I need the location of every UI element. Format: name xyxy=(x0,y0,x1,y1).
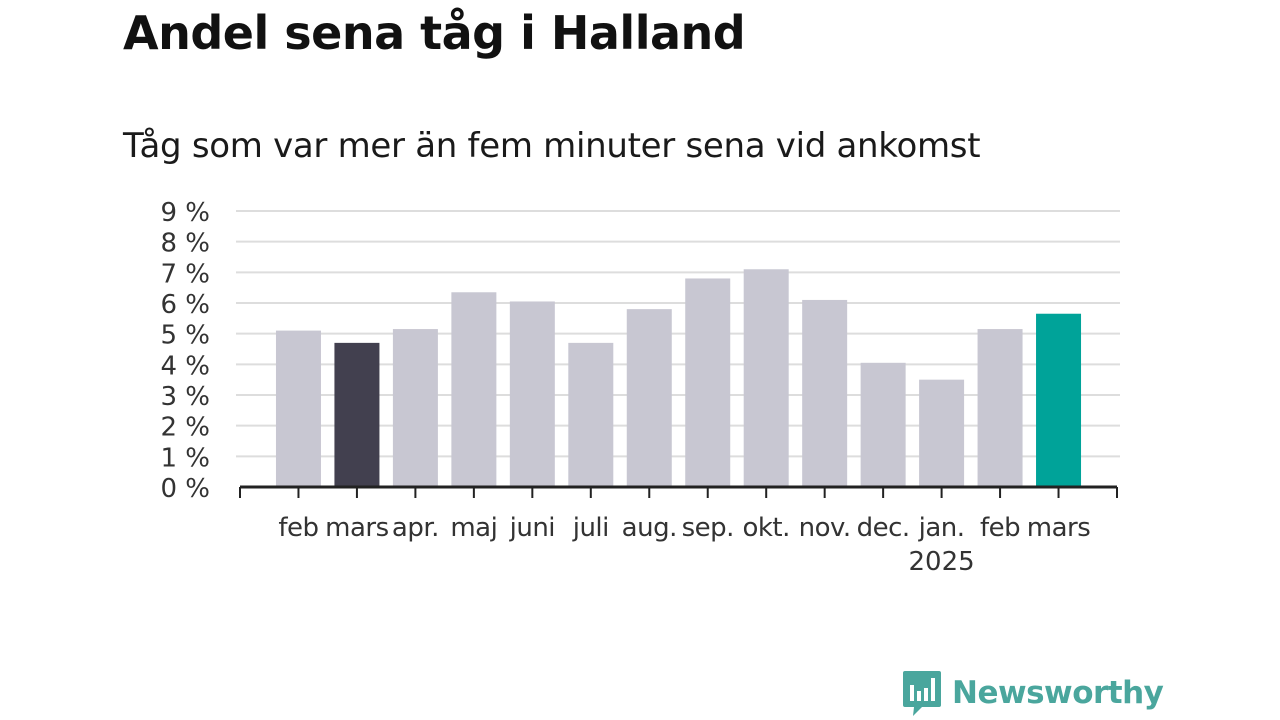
y-tick-label: 6 % xyxy=(160,290,210,320)
bar-0 xyxy=(275,330,321,487)
y-tick-label: 1 % xyxy=(160,443,210,473)
bar-3 xyxy=(451,292,497,487)
newsworthy-logo-icon xyxy=(903,671,941,716)
y-tick-label: 3 % xyxy=(160,382,210,412)
brand-logo: Newsworthy xyxy=(902,668,1164,718)
bars xyxy=(275,269,1082,487)
x-tick-label: dec. xyxy=(857,513,910,543)
y-tick-label: 4 % xyxy=(160,351,210,381)
x-tick-label: jan. xyxy=(918,513,965,543)
x-tick-label: feb xyxy=(278,513,318,543)
y-tick-label: 8 % xyxy=(160,229,210,259)
x-tick-label: apr. xyxy=(392,513,439,543)
x-tick-label: feb xyxy=(980,513,1020,543)
bar-9 xyxy=(802,299,848,487)
bar-1 xyxy=(334,342,380,487)
bar-10 xyxy=(860,362,906,487)
page-title: Andel sena tåg i Halland xyxy=(123,6,746,60)
x-axis xyxy=(239,485,1118,498)
x-tick-label: okt. xyxy=(742,513,789,543)
brand-name: Newsworthy xyxy=(952,675,1164,711)
x-axis-tick-labels: feb mars apr. maj juni juli aug. sep. okt. nov. de… xyxy=(278,513,1090,577)
x-tick-label: juli xyxy=(572,513,609,543)
y-tick-label: 7 % xyxy=(160,259,210,289)
y-axis-tick-labels: 0 %1 %2 %3 %4 %5 %6 %7 %8 %9 % xyxy=(160,198,210,504)
bar-12 xyxy=(977,329,1023,487)
bar-13 xyxy=(1036,313,1082,487)
x-tick-label: juni xyxy=(509,513,555,543)
y-tick-label: 9 % xyxy=(160,198,210,228)
x-tick-label: sep. xyxy=(682,513,734,543)
y-tick-label: 0 % xyxy=(160,474,210,504)
grid-lines xyxy=(236,210,1120,458)
page-subtitle: Tåg som var mer än fem minuter sena vid … xyxy=(123,126,981,166)
bar-7 xyxy=(685,278,731,487)
y-tick-label: 2 % xyxy=(160,413,210,443)
x-tick-label: mars xyxy=(325,513,389,543)
x-tick-year-label: 2025 xyxy=(909,547,975,577)
bar-4 xyxy=(509,301,555,487)
x-tick-label: maj xyxy=(450,513,497,543)
x-tick-label: nov. xyxy=(799,513,851,543)
y-tick-label: 5 % xyxy=(160,321,210,351)
bar-6 xyxy=(626,309,672,487)
bar-2 xyxy=(392,329,438,487)
x-tick-label: aug. xyxy=(622,513,677,543)
bar-5 xyxy=(568,342,614,487)
bar-8 xyxy=(743,269,789,487)
bar-11 xyxy=(919,379,965,487)
x-tick-label: mars xyxy=(1027,513,1091,543)
